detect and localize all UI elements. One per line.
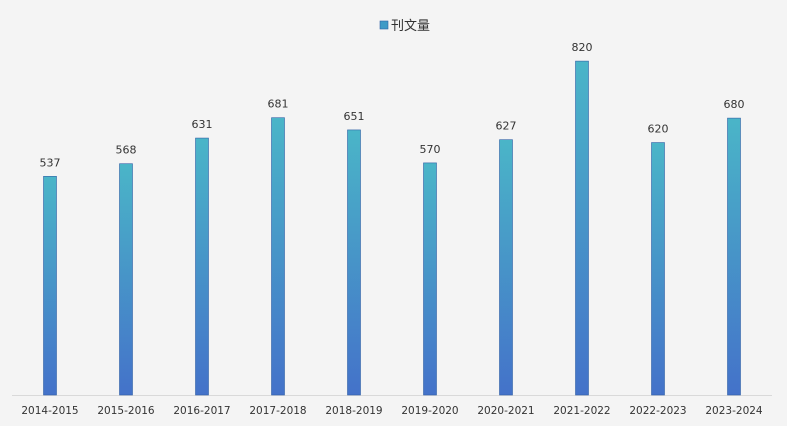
value-label-2018-2019: 651	[344, 110, 365, 123]
value-label-2016-2017: 631	[192, 118, 213, 131]
x-tick-label-2020-2021: 2020-2021	[477, 405, 534, 417]
value-label-2023-2024: 680	[724, 98, 745, 111]
bar-2017-2018	[271, 117, 285, 396]
x-tick-label-2015-2016: 2015-2016	[97, 405, 155, 417]
x-tick-label-2021-2022: 2021-2022	[553, 405, 610, 417]
legend-label: 刊文量	[391, 19, 430, 34]
bar-2022-2023	[651, 142, 665, 396]
value-label-2020-2021: 627	[496, 120, 517, 133]
bars-group	[43, 60, 741, 396]
bar-2016-2017	[195, 137, 209, 396]
bar-2021-2022	[575, 60, 589, 396]
value-label-2017-2018: 681	[268, 98, 289, 111]
x-tick-label-2022-2023: 2022-2023	[629, 405, 686, 417]
legend-swatch	[379, 20, 389, 30]
x-tick-label-2019-2020: 2019-2020	[401, 405, 458, 417]
x-tick-labels-group: 2014-2015 2015-2016 2016-2017 2017-2018 2018…	[21, 405, 763, 417]
x-tick-label-2018-2019: 2018-2019	[325, 405, 382, 417]
bar-2015-2016	[119, 163, 133, 396]
bar-2023-2024	[727, 117, 741, 396]
value-labels-group: 537 568 631 681 651 570 627 820 620 680	[40, 41, 745, 169]
x-tick-label-2014-2015: 2014-2015	[21, 405, 78, 417]
x-tick-label-2017-2018: 2017-2018	[249, 405, 306, 417]
bar-2019-2020	[423, 162, 437, 396]
value-label-2021-2022: 820	[572, 41, 593, 54]
value-label-2014-2015: 537	[40, 156, 61, 169]
x-tick-label-2023-2024: 2023-2024	[705, 405, 763, 417]
value-label-2022-2023: 620	[648, 123, 669, 136]
bar-2020-2021	[499, 139, 513, 396]
value-label-2019-2020: 570	[420, 143, 441, 156]
bar-2018-2019	[347, 129, 361, 396]
legend: 刊文量	[379, 19, 430, 34]
x-tick-label-2016-2017: 2016-2017	[173, 405, 230, 417]
bar-2014-2015	[43, 176, 57, 396]
value-label-2015-2016: 568	[116, 144, 137, 157]
